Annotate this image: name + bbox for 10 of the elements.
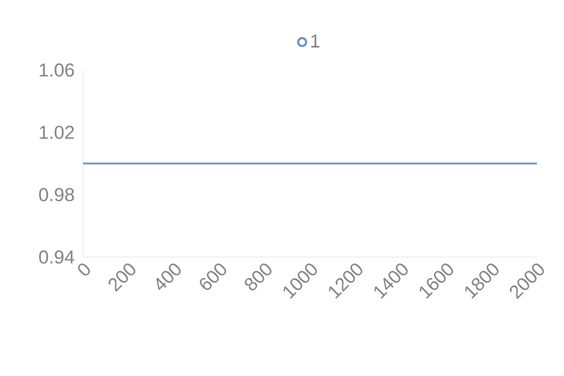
- y-tick-label: 1.02: [40, 126, 74, 139]
- x-tick-label: 600: [200, 264, 226, 290]
- x-tick-label: 200: [108, 264, 136, 292]
- legend-label: 1: [311, 34, 320, 48]
- y-tick-label: 0.94: [39, 250, 74, 264]
- x-tick-label: 800: [244, 264, 272, 290]
- y-tick-label: 0.98: [39, 188, 74, 202]
- x-tick-label: 400: [156, 264, 181, 290]
- y-tick-label: 1.06: [40, 63, 74, 77]
- x-tick-label: 0: [78, 264, 90, 276]
